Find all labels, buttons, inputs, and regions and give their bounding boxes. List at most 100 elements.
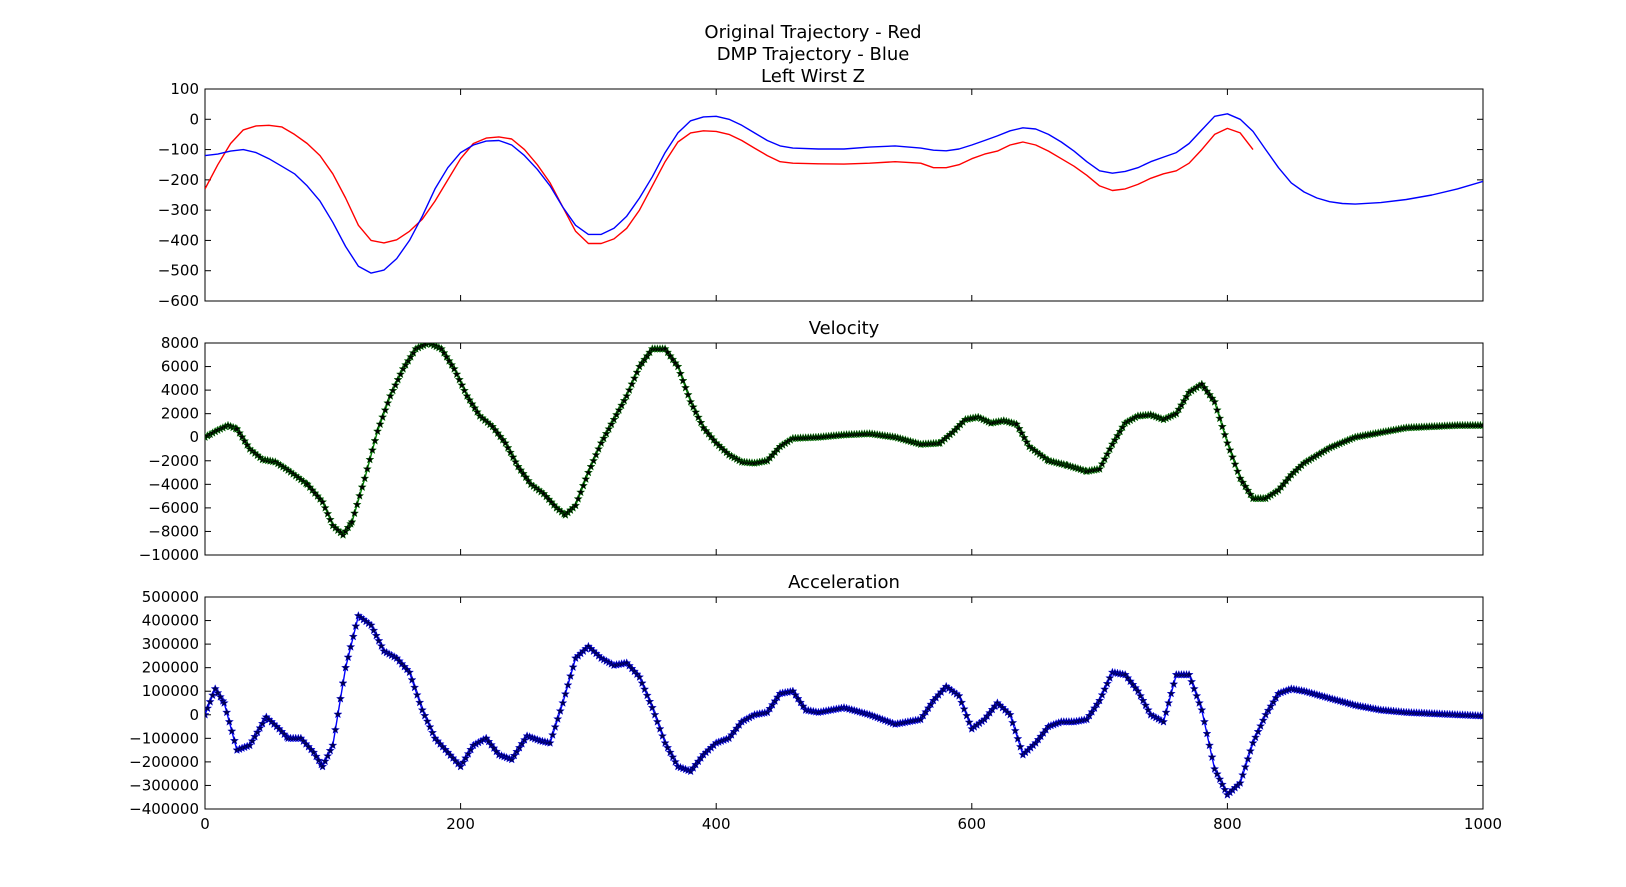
subplot-title: Acceleration [788,572,900,593]
star-marker [1199,717,1209,726]
star-marker [513,461,523,471]
star-marker [670,757,680,766]
star-marker [465,395,475,404]
star-marker [518,468,528,478]
star-marker [390,380,400,390]
star-marker [508,452,518,462]
y-tick-label: −200000 [129,753,199,771]
star-marker [548,730,558,739]
star-marker [691,407,701,417]
y-tick-label: 0 [189,428,199,446]
star-marker [420,710,430,720]
series-group [205,343,1483,539]
star-marker [637,678,647,688]
star-marker [1230,459,1240,469]
star-marker [1189,684,1199,693]
star-marker [205,710,210,719]
y-tick-label: −2000 [148,452,199,470]
series-group [205,113,1483,274]
star-marker [472,407,482,416]
star-marker [1199,383,1209,392]
star-marker [1017,428,1027,438]
star-marker [503,443,513,452]
star-marker [372,426,383,436]
star-marker [683,390,693,399]
star-marker [393,374,403,384]
star-marker [1227,452,1238,462]
star-marker [352,499,362,509]
star-marker [462,391,472,400]
star-marker [1013,734,1023,743]
star-marker [675,368,685,378]
y-tick-label: −100000 [129,729,199,747]
star-marker [1105,444,1115,454]
x-tick-label: 200 [446,815,475,833]
star-marker [252,727,262,737]
star-marker [1478,711,1483,720]
axes-velocity: Velocity 8000 6000 4000 2000 0 −2000 −4000 −6000… [139,318,1484,564]
star-marker [1135,691,1146,700]
star-marker [436,344,446,353]
star-marker [242,440,252,449]
star-marker [1115,426,1125,436]
star-marker [604,424,614,433]
star-marker [422,716,432,726]
star-marker [362,464,372,473]
y-tick-label: −6000 [148,499,199,517]
star-marker [1107,439,1117,449]
y-tick-label: −300000 [129,776,199,794]
y-tick-label: −8000 [148,522,199,540]
star-marker [1097,690,1107,699]
plot-frame [204,88,1484,302]
y-tick-label: 100000 [142,682,199,700]
star-marker [383,398,393,407]
star-marker [1133,686,1143,696]
title-line-3: Left Wirst Z [761,66,865,87]
star-marker [596,438,606,447]
star-marker [1187,677,1197,686]
star-marker [678,375,688,385]
star-marker [1164,698,1174,707]
y-tick-label: 400000 [142,612,199,630]
star-marker [245,740,255,750]
y-tick-label: 8000 [161,334,199,352]
axes-acceleration: Acceleration 500000 400000 300000 200000 1000… [129,572,1502,833]
star-marker [686,397,696,406]
star-marker [788,686,798,696]
star-marker [1005,710,1015,719]
star-marker [388,385,398,395]
star-marker [632,367,642,377]
y-tick-label: −100 [158,141,199,159]
y-tick-label: 2000 [161,405,199,423]
y-tick-label: 100 [170,80,199,98]
star-marker [617,400,627,410]
star-marker [1176,400,1186,410]
star-marker [466,744,476,754]
star-marker [629,373,639,383]
star-marker [369,625,379,635]
star-marker [320,503,330,512]
star-marker [335,694,346,703]
star-marker [349,508,360,518]
star-marker [452,369,462,379]
star-marker [1143,705,1153,714]
star-marker [523,476,533,485]
star-marker [1019,432,1029,442]
star-marker [314,755,324,765]
star-marker [371,630,381,640]
star-marker [461,753,471,762]
star-marker [375,419,385,429]
subplot-title: Velocity [809,318,880,339]
star-marker [425,722,435,731]
star-marker [1248,738,1258,747]
y-tick-label: −400 [158,231,199,249]
star-marker [1105,673,1115,682]
star-marker [250,731,260,741]
star-marker [1253,726,1263,736]
star-marker [1138,695,1148,705]
star-marker [1202,728,1212,738]
star-marker [1100,684,1110,694]
star-marker [1202,386,1212,396]
star-marker [516,465,526,475]
star-marker [1171,408,1181,418]
